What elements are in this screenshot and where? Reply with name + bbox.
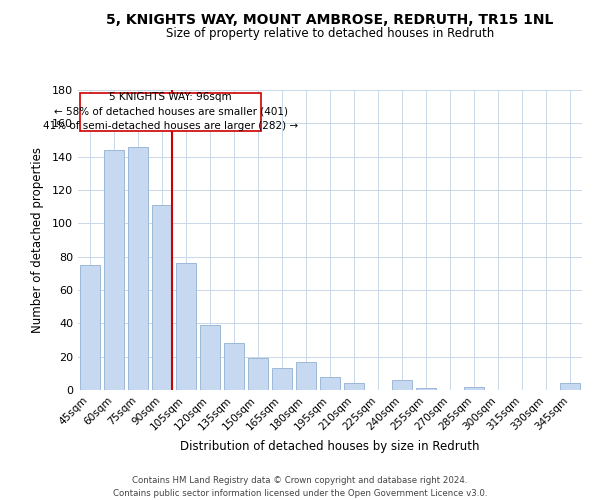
Bar <box>104 150 124 390</box>
Bar <box>392 380 412 390</box>
Bar <box>272 368 292 390</box>
Bar <box>176 264 196 390</box>
FancyBboxPatch shape <box>80 92 261 131</box>
Bar <box>152 205 172 390</box>
X-axis label: Distribution of detached houses by size in Redruth: Distribution of detached houses by size … <box>180 440 480 453</box>
Bar <box>416 388 436 390</box>
Bar <box>464 386 484 390</box>
Bar <box>344 384 364 390</box>
Bar <box>248 358 268 390</box>
Text: Contains HM Land Registry data © Crown copyright and database right 2024.
Contai: Contains HM Land Registry data © Crown c… <box>113 476 487 498</box>
Text: 5, KNIGHTS WAY, MOUNT AMBROSE, REDRUTH, TR15 1NL: 5, KNIGHTS WAY, MOUNT AMBROSE, REDRUTH, … <box>106 12 554 26</box>
Bar <box>224 344 244 390</box>
Y-axis label: Number of detached properties: Number of detached properties <box>31 147 44 333</box>
Bar <box>128 146 148 390</box>
Bar <box>296 362 316 390</box>
Text: 5 KNIGHTS WAY: 96sqm
← 58% of detached houses are smaller (401)
41% of semi-deta: 5 KNIGHTS WAY: 96sqm ← 58% of detached h… <box>43 92 298 131</box>
Bar <box>560 384 580 390</box>
Bar <box>200 325 220 390</box>
Bar <box>320 376 340 390</box>
Bar <box>80 265 100 390</box>
Text: Size of property relative to detached houses in Redruth: Size of property relative to detached ho… <box>166 28 494 40</box>
